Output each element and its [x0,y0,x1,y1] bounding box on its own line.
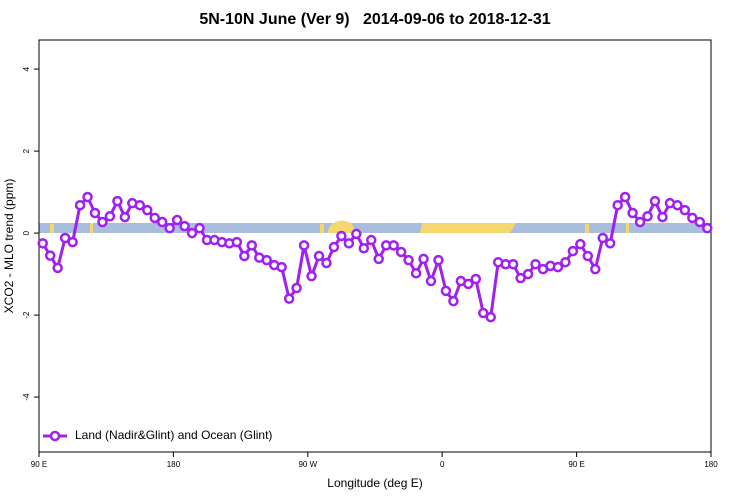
data-point [366,234,377,246]
legend-marker [49,430,61,442]
data-point [627,207,638,219]
data-point [425,275,437,287]
data-point [507,258,519,270]
data-point [246,240,258,251]
data-point [119,211,131,223]
x-tick-label: 90 E [568,460,584,469]
data-point [112,195,123,207]
y-axis-label: XCO2 - MLO trend (ppm) [2,179,16,314]
data-point [343,238,355,249]
y-tick-label: 4 [22,66,31,71]
data-point [463,278,474,290]
data-point [642,211,653,222]
data-point [283,293,295,304]
data-point [590,263,601,275]
data-point [313,250,325,262]
data-point [649,195,661,207]
data-point [395,246,407,258]
data-point [485,311,496,323]
data-point [522,268,534,280]
data-point [231,236,243,248]
x-axis-label: Longitude (deg E) [327,476,422,490]
data-point [410,268,422,279]
data-point [67,236,78,248]
data-point [679,204,691,216]
data-point [82,191,93,203]
x-tick-label: 180 [704,460,718,469]
data-point [306,270,317,282]
data-point [687,212,698,224]
data-point [552,261,564,273]
data-point [634,216,646,228]
data-point [134,199,146,211]
data-point [186,227,198,239]
y-tick-label: -2 [22,311,31,319]
data-point [239,250,250,262]
data-point [321,257,332,269]
data-point [403,254,414,266]
data-point [694,216,706,228]
data-point [52,262,63,274]
data-point [388,240,399,251]
chart-title: 5N-10N June (Ver 9) 2014-09-06 to 2018-1… [199,11,550,28]
data-point [448,295,459,307]
data-point [336,230,347,242]
x-tick-label: 180 [167,460,181,469]
data-point [298,240,310,251]
data-point [156,216,168,228]
data-point [171,214,183,226]
y-tick-label: 0 [22,230,31,235]
data-point [59,232,71,244]
data-point [433,254,444,266]
y-tick-label: -4 [22,393,31,401]
data-point [619,191,631,203]
data-point [702,222,713,234]
data-point [351,228,362,240]
data-point [582,250,594,262]
data-point [37,238,48,249]
data-point [149,212,160,224]
x-tick-label: 90 E [31,460,47,469]
data-point [142,204,153,216]
data-point [597,232,608,244]
data-point [418,253,429,265]
data-point [604,238,616,249]
y-tick-label: 2 [22,148,31,153]
data-point [97,216,108,228]
legend-label: Land (Nadir&Glint) and Ocean (Glint) [75,428,272,442]
data-point [575,238,586,250]
x-tick-label: 0 [440,460,445,469]
data-point [276,261,287,273]
data-point [478,307,489,319]
data-point [104,211,116,222]
data-point [470,273,482,285]
data-point [358,243,370,254]
data-point [44,250,56,261]
data-point [440,285,452,297]
data-point [328,241,340,253]
data-point [261,254,272,266]
data-point [567,245,579,257]
data-point [373,253,384,265]
data-point [672,199,683,211]
data-point [89,207,101,219]
data-point [560,256,571,268]
data-point [515,272,526,284]
data-point [179,220,190,232]
data-point [657,211,668,223]
data-point [530,258,541,270]
data-point [74,199,86,211]
data-point [291,282,302,294]
data-point [612,199,623,211]
x-tick-label: 90 W [298,460,317,469]
data-point [164,222,175,234]
data-point [194,222,205,234]
map-strip [39,220,711,233]
